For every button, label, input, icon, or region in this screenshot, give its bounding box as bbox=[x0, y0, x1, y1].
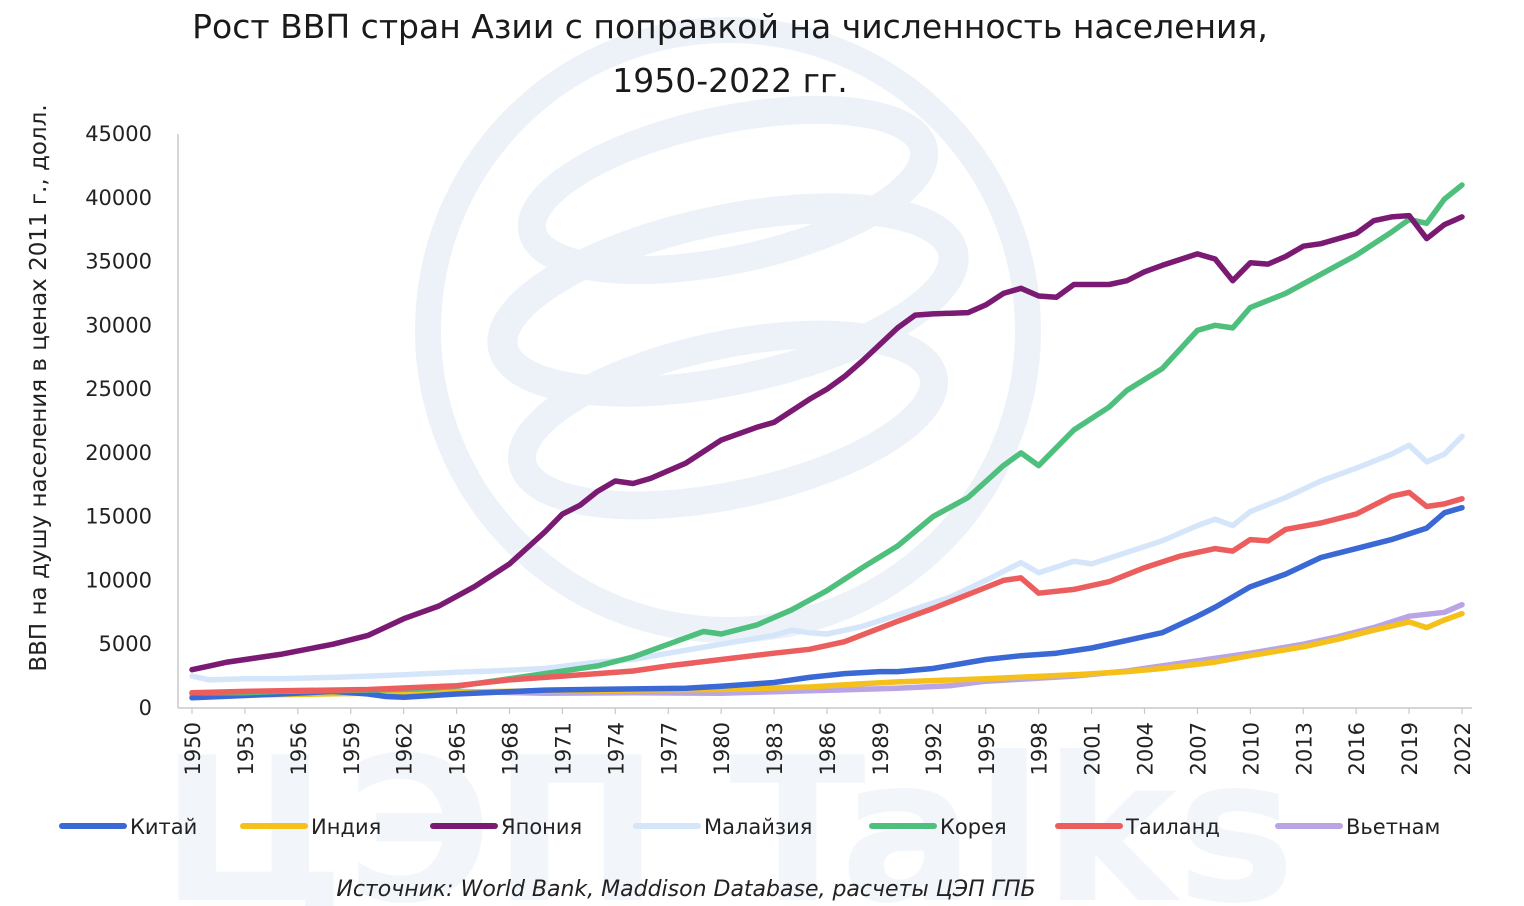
watermark-text: ЦЭП Talks bbox=[160, 715, 1296, 906]
x-tick-label: 2004 bbox=[1134, 722, 1158, 775]
series-line-thailand bbox=[189, 489, 1465, 696]
x-tick-label: 1986 bbox=[816, 722, 840, 775]
x-tick-label: 1998 bbox=[1028, 722, 1052, 775]
x-tick-label: 1974 bbox=[604, 722, 628, 775]
source-note: Источник: World Bank, Maddison Database,… bbox=[336, 877, 1035, 902]
x-tick-label: 1992 bbox=[922, 722, 946, 775]
chart-title-line2: 1950-2022 гг. bbox=[612, 61, 848, 100]
y-tick-label: 0 bbox=[139, 696, 152, 720]
x-tick-label: 2001 bbox=[1081, 722, 1105, 775]
legend-label-korea: Корея bbox=[940, 815, 1007, 839]
x-tick-label: 1983 bbox=[763, 722, 787, 775]
x-tick-label: 2007 bbox=[1186, 722, 1210, 775]
y-tick-label: 25000 bbox=[85, 377, 152, 401]
y-tick-label: 20000 bbox=[85, 441, 152, 465]
x-tick-label: 1977 bbox=[657, 722, 681, 775]
x-tick-label: 1989 bbox=[869, 722, 893, 775]
x-tick-label: 2013 bbox=[1292, 722, 1316, 775]
legend-label-thailand: Таиланд bbox=[1125, 815, 1220, 839]
series-line-china bbox=[189, 504, 1465, 701]
legend-label-india: Индия bbox=[311, 815, 381, 839]
y-tick-label: 5000 bbox=[99, 632, 152, 656]
x-tick-label: 1953 bbox=[234, 722, 258, 775]
y-tick-label: 30000 bbox=[85, 313, 152, 337]
series-lines bbox=[189, 182, 1465, 701]
series-line-malaysia bbox=[189, 433, 1465, 683]
y-tick-label: 40000 bbox=[85, 186, 152, 210]
legend: Китай Индия Япония Малайзия Корея Таиланд Вьет… bbox=[59, 815, 1440, 839]
y-axis-ticks: 0 5000 10000 15000 20000 25000 30000 35000 40000… bbox=[85, 122, 152, 720]
x-tick-label: 1980 bbox=[710, 722, 734, 775]
x-tick-label: 2019 bbox=[1398, 722, 1422, 775]
x-tick-label: 1950 bbox=[181, 722, 205, 775]
x-tick-label: 1971 bbox=[551, 722, 575, 775]
y-tick-label: 35000 bbox=[85, 250, 152, 274]
x-tick-label: 1959 bbox=[340, 722, 364, 775]
x-axis-ticks: 1950 1953 1956 1959 1962 1965 1968 1971 1974 1977… bbox=[181, 708, 1475, 775]
x-tick-label: 1965 bbox=[446, 722, 470, 775]
y-tick-label: 45000 bbox=[85, 122, 152, 146]
x-tick-label: 1995 bbox=[975, 722, 999, 775]
legend-label-malaysia: Малайзия bbox=[704, 815, 812, 839]
x-tick-label: 2010 bbox=[1239, 722, 1263, 775]
x-tick-label: 1968 bbox=[499, 722, 523, 775]
y-axis-title: ВВП на душу населения в ценах 2011 г., д… bbox=[26, 104, 52, 671]
chart-title-line1: Рост ВВП стран Азии с поправкой на числе… bbox=[192, 7, 1268, 46]
series-line-japan bbox=[189, 212, 1465, 673]
y-tick-label: 10000 bbox=[85, 568, 152, 592]
x-tick-label: 1962 bbox=[393, 722, 417, 775]
legend-label-japan: Япония bbox=[501, 815, 582, 839]
legend-label-vietnam: Вьетнам bbox=[1346, 815, 1440, 839]
x-tick-label: 2022 bbox=[1451, 722, 1475, 775]
x-tick-label: 1956 bbox=[287, 722, 311, 775]
x-tick-label: 2016 bbox=[1345, 722, 1369, 775]
y-tick-label: 15000 bbox=[85, 505, 152, 529]
legend-label-china: Китай bbox=[130, 815, 197, 839]
